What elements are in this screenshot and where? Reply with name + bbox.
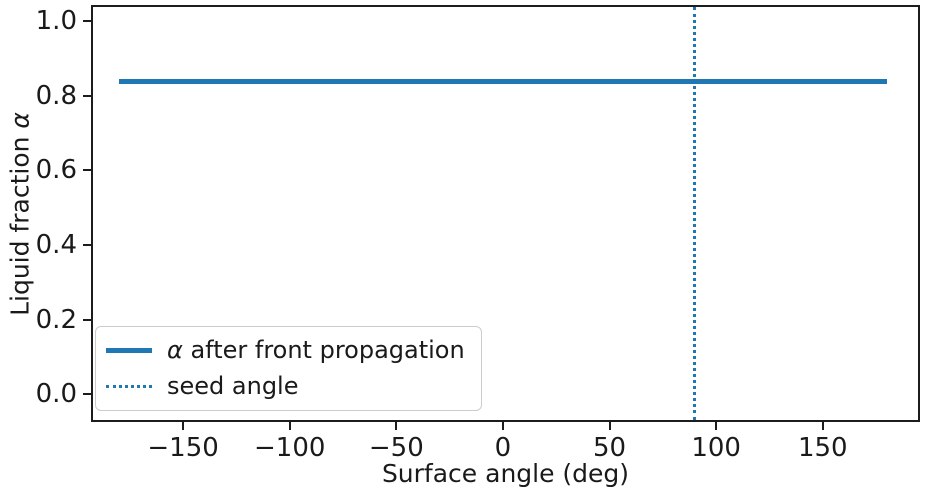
legend: α after front propagation seed angle <box>95 326 482 411</box>
alpha-symbol: α <box>167 336 183 364</box>
y-tick-label: 0.4 <box>35 229 77 260</box>
series-line <box>119 78 887 84</box>
y-tick-mark <box>83 243 91 246</box>
legend-label-alpha: α after front propagation <box>167 336 465 365</box>
x-tick-mark <box>608 422 611 430</box>
alpha-symbol: α <box>5 112 35 129</box>
y-tick-mark <box>83 169 91 172</box>
x-tick-label: 150 <box>797 433 848 463</box>
x-tick-mark <box>395 422 398 430</box>
x-axis-label: Surface angle (deg) <box>381 459 630 488</box>
x-tick-label: −50 <box>368 433 424 463</box>
x-tick-label: 50 <box>593 433 627 463</box>
y-tick-label: 0.2 <box>35 304 77 335</box>
y-tick-label: 1.0 <box>35 6 77 37</box>
x-tick-mark <box>501 422 504 430</box>
y-tick-label: 0.6 <box>35 155 77 186</box>
x-tick-label: 0 <box>494 433 512 463</box>
legend-label-seed-angle: seed angle <box>167 372 299 400</box>
y-tick-mark <box>83 20 91 23</box>
seed-angle-line <box>693 7 697 420</box>
x-tick-mark <box>182 422 185 430</box>
legend-entry-seed-angle: seed angle <box>106 372 465 401</box>
y-tick-mark <box>83 393 91 396</box>
y-tick-label: 0.0 <box>35 379 77 410</box>
y-axis-label: Liquid fraction α <box>6 112 35 316</box>
y-tick-mark <box>83 318 91 321</box>
legend-dotted-line-swatch <box>106 385 152 388</box>
legend-label-alpha-text: after front propagation <box>182 336 465 364</box>
y-tick-mark <box>83 94 91 97</box>
x-tick-label: −150 <box>147 433 219 463</box>
legend-solid-line-swatch <box>106 348 152 353</box>
x-tick-mark <box>821 422 824 430</box>
x-tick-label: 100 <box>691 433 741 463</box>
plot-area: α after front propagation seed angle <box>91 5 920 422</box>
x-tick-mark <box>715 422 718 430</box>
legend-entry-alpha: α after front propagation <box>106 336 465 365</box>
y-tick-label: 0.8 <box>35 80 77 111</box>
x-tick-mark <box>288 422 291 430</box>
x-tick-label: −100 <box>254 433 326 463</box>
